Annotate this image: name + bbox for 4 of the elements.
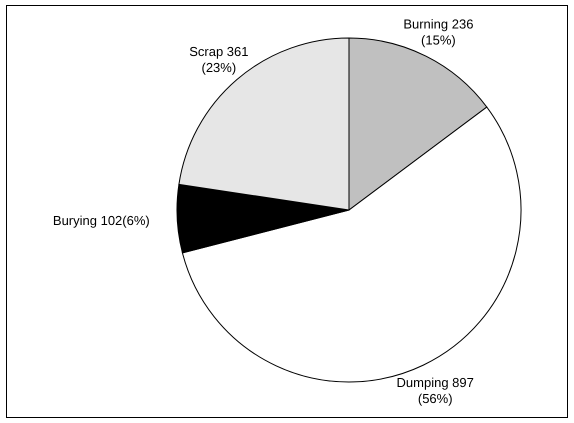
slice-label: Scrap 361 (23%) <box>189 44 248 75</box>
slice-label: Burning 236 (15%) <box>403 16 474 48</box>
slice-label: Dumping 897 (56%) <box>396 374 474 406</box>
slice-label: Burying 102(6%) <box>52 213 150 228</box>
